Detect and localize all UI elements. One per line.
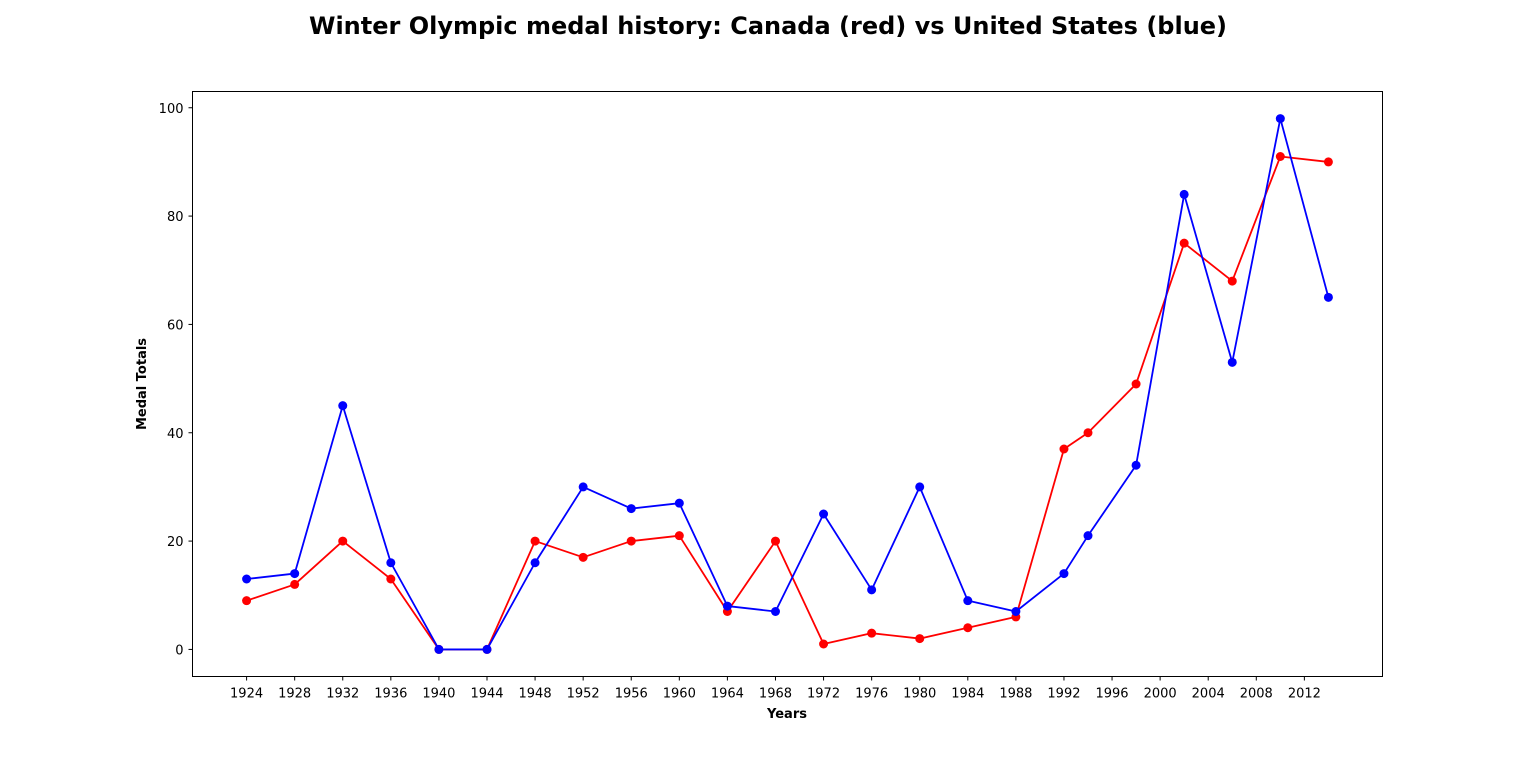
x-tick-label: 1996: [1095, 687, 1128, 702]
x-tick-label: 1972: [807, 687, 840, 702]
x-tick-label: 1960: [663, 687, 696, 702]
x-tick-label: 1944: [470, 687, 503, 702]
data-point: [1323, 292, 1333, 302]
data-point: [626, 504, 636, 514]
data-point: [386, 558, 396, 568]
data-point: [1179, 238, 1189, 248]
series-1: [242, 152, 1333, 654]
chart-title: Winter Olympic medal history: Canada (re…: [309, 12, 1227, 40]
data-point: [867, 585, 877, 595]
data-point: [1083, 531, 1093, 541]
data-point: [434, 644, 444, 654]
data-point: [290, 579, 300, 589]
x-tick-label: 1940: [422, 687, 455, 702]
data-point: [867, 628, 877, 638]
data-point: [1011, 607, 1021, 616]
x-tick-label: 1936: [374, 687, 407, 702]
data-point: [1083, 428, 1093, 438]
data-point: [242, 596, 252, 606]
data-point: [1275, 152, 1285, 161]
x-tick-label: 1992: [1047, 687, 1080, 702]
data-point: [819, 509, 829, 519]
x-tick-label: 2000: [1144, 687, 1177, 702]
data-point: [1227, 357, 1237, 367]
x-tick-label: 1968: [759, 687, 792, 702]
plot-frame: [192, 91, 1383, 677]
data-point: [1275, 114, 1285, 124]
data-point: [770, 607, 780, 616]
data-point: [674, 498, 684, 508]
data-point: [578, 552, 588, 562]
x-tick-label: 1988: [999, 687, 1032, 702]
data-point: [674, 531, 684, 541]
x-tick-label: 2004: [1192, 687, 1225, 702]
y-tick-label: 100: [159, 102, 184, 117]
data-point: [626, 536, 636, 546]
plot-area: [242, 114, 1333, 654]
data-point: [1131, 460, 1141, 470]
data-point: [722, 601, 732, 611]
data-point: [819, 639, 829, 649]
series-2: [242, 114, 1333, 654]
data-point: [1059, 569, 1069, 579]
data-point: [578, 482, 588, 492]
data-point: [1179, 189, 1189, 199]
y-tick-label: 0: [175, 643, 183, 658]
data-point: [386, 574, 396, 584]
data-point: [338, 401, 348, 411]
y-axis: 0 20 40 60 80 100: [159, 102, 193, 658]
x-tick-label: 1932: [326, 687, 359, 702]
x-tick-label: 1980: [903, 687, 936, 702]
x-tick-label: 1956: [615, 687, 648, 702]
data-point: [1131, 379, 1141, 389]
data-point: [530, 536, 540, 546]
data-point: [338, 536, 348, 546]
x-tick-label: 1928: [278, 687, 311, 702]
x-tick-label: 1924: [230, 687, 263, 702]
x-tick-label: 2012: [1288, 687, 1321, 702]
x-tick-label: 1976: [855, 687, 888, 702]
y-tick-label: 20: [167, 535, 184, 550]
data-point: [1323, 157, 1333, 167]
x-tick-label: 1964: [711, 687, 744, 702]
data-point: [1059, 444, 1069, 454]
data-point: [963, 623, 973, 633]
x-tick-label: 2008: [1240, 687, 1273, 702]
data-point: [242, 574, 252, 584]
y-axis-label: Medal Totals: [135, 338, 150, 430]
y-tick-label: 60: [167, 318, 184, 333]
x-axis-label: Years: [766, 707, 807, 722]
data-point: [915, 482, 925, 492]
series-line: [246, 117, 1330, 651]
data-point: [290, 569, 300, 579]
y-tick-label: 80: [167, 210, 184, 225]
x-tick-label: 1948: [519, 687, 552, 702]
x-tick-label: 1952: [567, 687, 600, 702]
series-line: [246, 155, 1329, 651]
data-point: [530, 558, 540, 568]
data-point: [1227, 276, 1237, 286]
x-axis: 1924 1928 1932 1936 1940 1944 1948 1952 1956 1960…: [230, 676, 1321, 702]
y-tick-label: 40: [167, 427, 184, 442]
data-point: [482, 644, 492, 654]
x-tick-label: 1984: [951, 687, 984, 702]
data-point: [915, 634, 925, 644]
data-point: [770, 536, 780, 546]
data-point: [963, 596, 973, 606]
